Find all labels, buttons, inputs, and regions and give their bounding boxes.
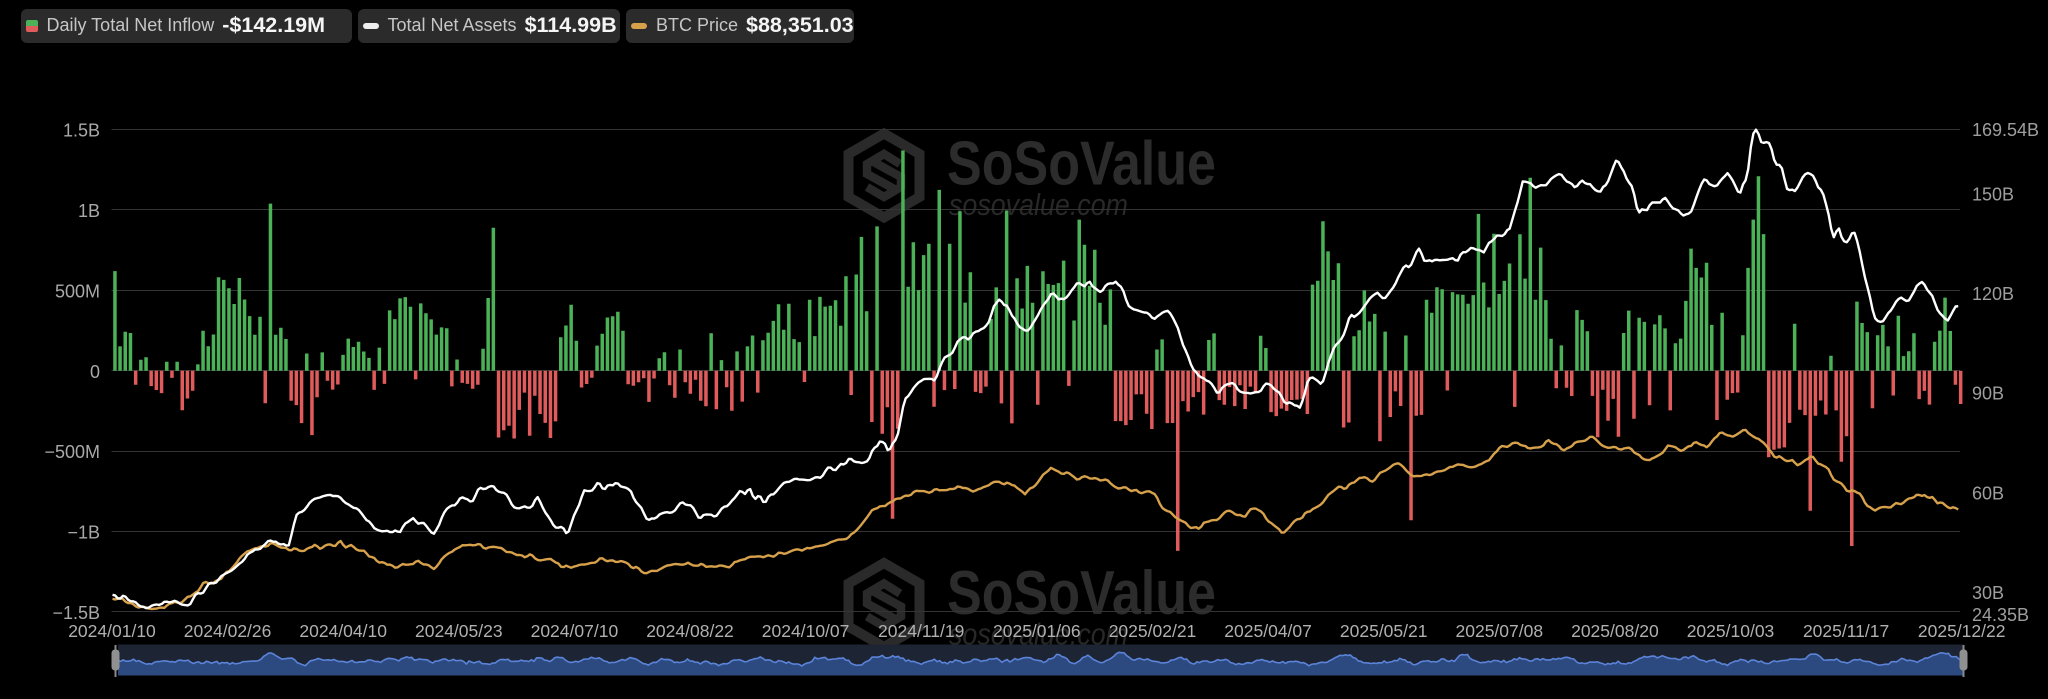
svg-text:120B: 120B: [1972, 284, 2014, 304]
svg-text:sosovalue.com: sosovalue.com: [949, 187, 1128, 222]
svg-text:169.54B: 169.54B: [1972, 120, 2039, 140]
svg-text:500M: 500M: [55, 281, 100, 301]
svg-text:2025/08/20: 2025/08/20: [1571, 621, 1659, 641]
svg-text:−1.5B: −1.5B: [52, 603, 100, 623]
svg-text:2024/01/10: 2024/01/10: [68, 621, 156, 641]
svg-text:2025/05/21: 2025/05/21: [1340, 621, 1428, 641]
svg-text:0: 0: [90, 362, 100, 382]
svg-text:2024/08/22: 2024/08/22: [646, 621, 734, 641]
svg-text:2024/02/26: 2024/02/26: [184, 621, 272, 641]
svg-text:2025/12/22: 2025/12/22: [1918, 621, 2006, 641]
svg-text:2025/02/21: 2025/02/21: [1109, 621, 1197, 641]
svg-text:2025/04/07: 2025/04/07: [1224, 621, 1312, 641]
svg-text:−1B: −1B: [67, 523, 100, 543]
svg-text:1.5B: 1.5B: [63, 121, 100, 141]
svg-text:60B: 60B: [1972, 483, 2004, 503]
svg-text:24.35B: 24.35B: [1972, 605, 2029, 625]
svg-text:2025/07/08: 2025/07/08: [1456, 621, 1544, 641]
svg-text:SoSoValue: SoSoValue: [947, 130, 1216, 199]
svg-text:90B: 90B: [1972, 384, 2004, 404]
svg-text:−500M: −500M: [44, 442, 100, 462]
svg-text:30B: 30B: [1972, 583, 2004, 603]
svg-text:SoSoValue: SoSoValue: [947, 559, 1216, 628]
svg-text:2024/07/10: 2024/07/10: [531, 621, 619, 641]
svg-text:2025/01/06: 2025/01/06: [993, 621, 1081, 641]
svg-text:150B: 150B: [1972, 184, 2014, 204]
svg-text:2024/10/07: 2024/10/07: [762, 621, 850, 641]
svg-text:2024/05/23: 2024/05/23: [415, 621, 503, 641]
svg-text:2024/11/19: 2024/11/19: [878, 621, 964, 641]
svg-text:2025/10/03: 2025/10/03: [1687, 621, 1775, 641]
svg-text:1B: 1B: [78, 201, 100, 221]
svg-text:2024/04/10: 2024/04/10: [299, 621, 387, 641]
svg-text:2025/11/17: 2025/11/17: [1803, 621, 1889, 641]
